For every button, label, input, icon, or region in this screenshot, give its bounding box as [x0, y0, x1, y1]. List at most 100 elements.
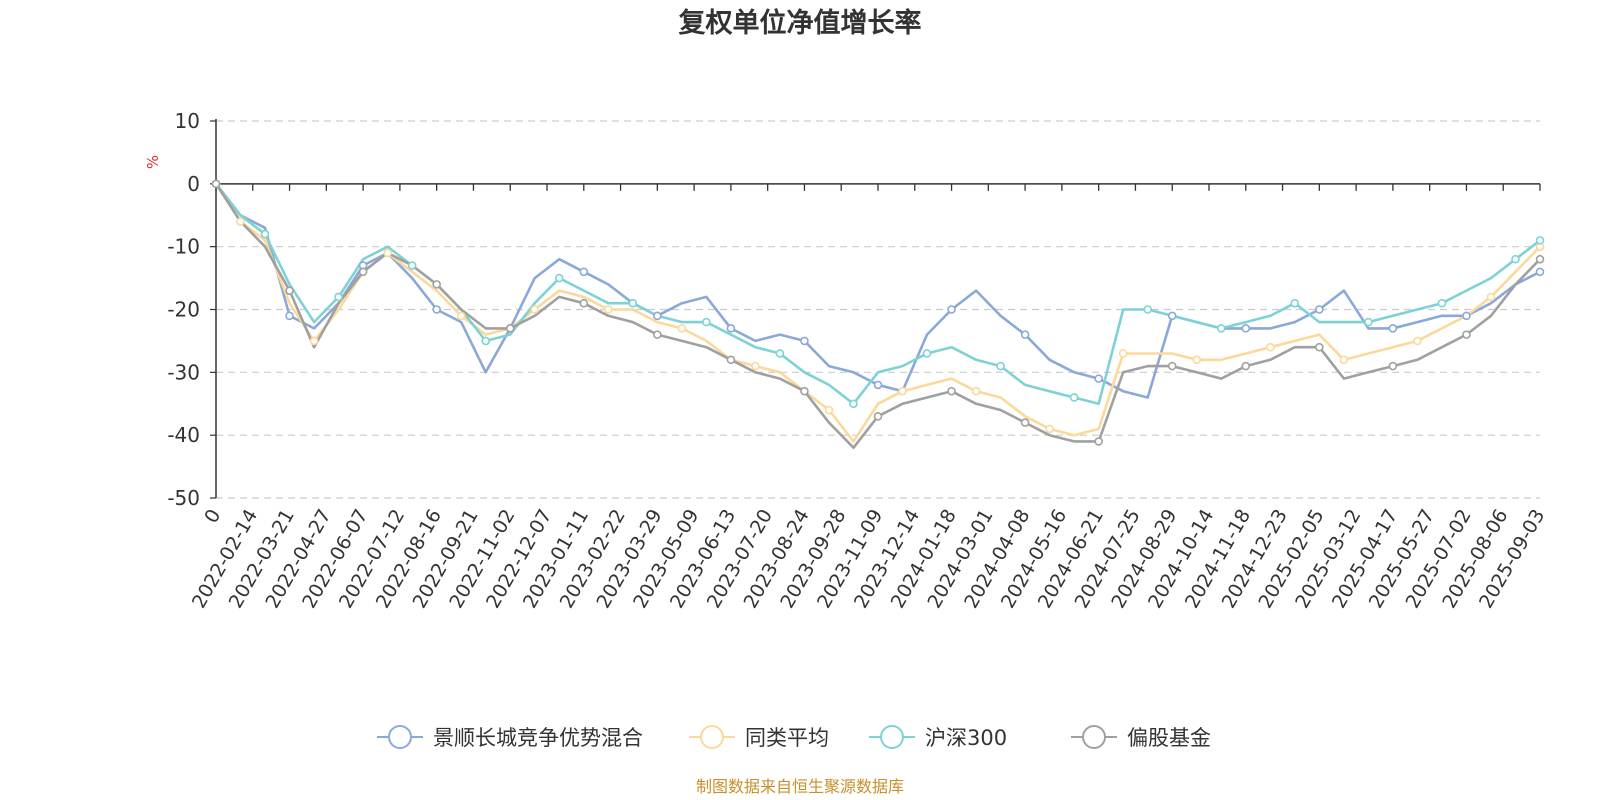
data-point — [1535, 236, 1545, 245]
data-point — [1094, 374, 1103, 383]
data-point — [579, 267, 589, 277]
data-point — [1192, 355, 1202, 365]
data-point — [1069, 393, 1079, 402]
data-point — [285, 286, 294, 295]
data-point — [1388, 324, 1398, 333]
data-point — [996, 361, 1005, 371]
legend-label: 沪深300 — [925, 726, 1007, 750]
data-point — [309, 336, 319, 346]
data-point — [211, 179, 221, 189]
data-point — [873, 412, 883, 421]
data-point — [579, 298, 589, 308]
y-tick-label: -50 — [167, 486, 200, 510]
data-point — [1364, 317, 1373, 327]
data-point — [334, 292, 343, 302]
data-point — [1413, 336, 1422, 346]
data-point — [1020, 330, 1030, 339]
data-point — [1511, 254, 1520, 264]
data-point — [432, 305, 441, 314]
legend-circle-icon — [880, 725, 904, 749]
legend-item[interactable]: 沪深300 — [869, 725, 1007, 750]
x-tick-labels: 02022-02-142022-03-212022-04-272022-06-0… — [188, 506, 1549, 613]
data-point — [653, 311, 662, 321]
y-tick-label: -40 — [167, 423, 200, 447]
series-line — [214, 183, 1541, 443]
legend-label: 景顺长城竞争优势混合 — [433, 726, 643, 750]
data-point — [603, 305, 613, 314]
data-point — [285, 311, 294, 321]
data-point — [1462, 311, 1471, 321]
data-point — [236, 217, 245, 226]
data-point — [1118, 349, 1128, 358]
axis-layer: 10 0 -10 -20 -30 -40 -50 — [167, 109, 1541, 510]
y-tick-label: 0 — [187, 172, 200, 196]
data-point — [775, 349, 785, 358]
data-point — [1290, 298, 1300, 308]
data-point — [1167, 311, 1177, 321]
data-point — [702, 317, 711, 327]
series-line — [214, 183, 1541, 450]
data-point — [505, 324, 515, 333]
data-point — [554, 273, 564, 283]
data-point — [1339, 355, 1349, 365]
data-point — [653, 330, 662, 339]
data-point — [898, 386, 907, 396]
data-point — [947, 305, 956, 314]
legend-label: 同类平均 — [745, 726, 829, 750]
data-point — [1265, 342, 1275, 352]
data-point — [971, 386, 981, 396]
data-point — [849, 399, 858, 409]
chart-title: 复权单位净值增长率 — [679, 7, 922, 39]
data-point — [1020, 418, 1030, 427]
legend-item[interactable]: 同类平均 — [689, 725, 829, 750]
data-point — [1437, 298, 1447, 308]
y-tick-label: 10 — [175, 109, 200, 133]
data-point — [1094, 437, 1103, 446]
data-point — [432, 280, 441, 289]
legend-circle-icon — [388, 725, 412, 749]
data-point — [726, 355, 736, 365]
data-point — [1045, 424, 1054, 434]
data-point — [800, 336, 809, 346]
data-point — [530, 305, 540, 314]
y-tick-label: -20 — [167, 298, 200, 322]
data-point — [1167, 361, 1177, 371]
data-point — [922, 349, 932, 358]
legend-item[interactable]: 景顺长城竞争优势混合 — [377, 725, 643, 750]
data-point — [947, 386, 956, 396]
data-point — [481, 336, 491, 346]
data-point — [824, 405, 834, 415]
data-point — [873, 380, 883, 390]
grid-layer — [216, 120, 1540, 499]
y-tick-label: -30 — [167, 360, 200, 384]
data-point — [456, 311, 466, 321]
data-point — [628, 298, 638, 308]
data-point — [1462, 330, 1471, 339]
data-point — [751, 361, 760, 371]
data-point — [1486, 292, 1496, 302]
x-tick-label: 0 — [200, 506, 225, 527]
data-point — [383, 248, 392, 258]
data-point — [1143, 305, 1153, 314]
data-point — [1535, 254, 1545, 264]
legend[interactable]: 景顺长城竞争优势混合 同类平均 沪深300 偏股基金 — [377, 725, 1211, 750]
data-point — [800, 386, 809, 396]
series-layer — [214, 183, 1541, 450]
data-point — [1388, 361, 1398, 371]
data-point — [1535, 267, 1545, 277]
legend-circle-icon — [700, 725, 724, 749]
data-point — [1241, 361, 1251, 371]
y-axis-unit-label: % — [144, 155, 162, 169]
data-source-note: 制图数据来自恒生聚源数据库 — [696, 777, 904, 796]
data-point — [1315, 342, 1324, 352]
data-point — [726, 324, 736, 333]
series-line — [214, 183, 1541, 399]
data-point — [407, 261, 417, 270]
data-point — [1241, 324, 1251, 333]
legend-item[interactable]: 偏股基金 — [1071, 725, 1211, 750]
data-point — [1315, 305, 1324, 314]
legend-label: 偏股基金 — [1127, 726, 1211, 750]
legend-circle-icon — [1082, 725, 1106, 749]
marker-layer — [211, 179, 1545, 446]
data-point — [1216, 324, 1226, 333]
